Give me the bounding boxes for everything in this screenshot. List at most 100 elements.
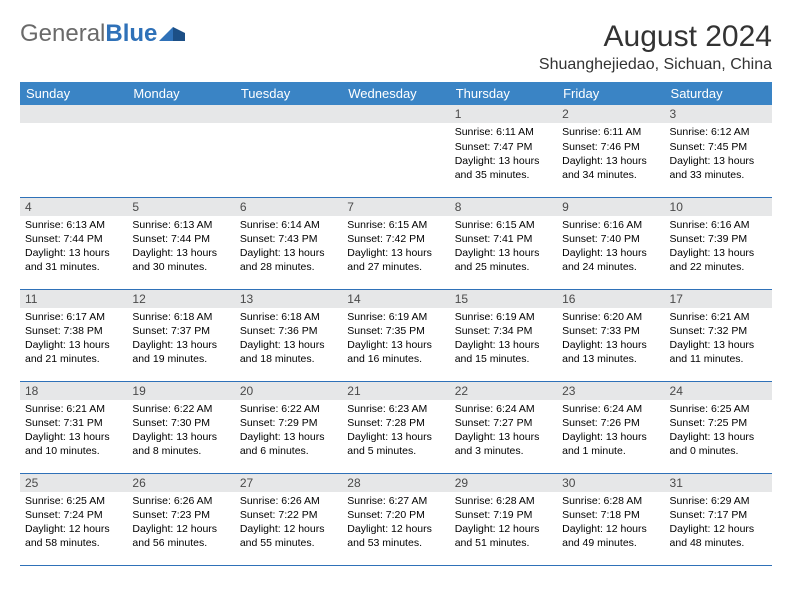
calendar-cell: 2Sunrise: 6:11 AMSunset: 7:46 PMDaylight… (557, 105, 664, 197)
calendar-cell: 19Sunrise: 6:22 AMSunset: 7:30 PMDayligh… (127, 381, 234, 473)
day-number (20, 105, 127, 123)
day-info: Sunrise: 6:18 AMSunset: 7:36 PMDaylight:… (235, 308, 342, 371)
day-info: Sunrise: 6:14 AMSunset: 7:43 PMDaylight:… (235, 216, 342, 279)
calendar-cell: 27Sunrise: 6:26 AMSunset: 7:22 PMDayligh… (235, 473, 342, 565)
calendar-cell: 14Sunrise: 6:19 AMSunset: 7:35 PMDayligh… (342, 289, 449, 381)
calendar-cell: 12Sunrise: 6:18 AMSunset: 7:37 PMDayligh… (127, 289, 234, 381)
day-number: 14 (342, 290, 449, 308)
day-number: 6 (235, 198, 342, 216)
day-info: Sunrise: 6:13 AMSunset: 7:44 PMDaylight:… (20, 216, 127, 279)
day-info: Sunrise: 6:18 AMSunset: 7:37 PMDaylight:… (127, 308, 234, 371)
calendar-cell: 10Sunrise: 6:16 AMSunset: 7:39 PMDayligh… (665, 197, 772, 289)
calendar-cell-empty (20, 105, 127, 197)
calendar-cell: 5Sunrise: 6:13 AMSunset: 7:44 PMDaylight… (127, 197, 234, 289)
calendar-cell: 13Sunrise: 6:18 AMSunset: 7:36 PMDayligh… (235, 289, 342, 381)
day-number: 21 (342, 382, 449, 400)
weekday-header: Wednesday (342, 82, 449, 105)
day-info: Sunrise: 6:19 AMSunset: 7:34 PMDaylight:… (450, 308, 557, 371)
calendar-cell: 1Sunrise: 6:11 AMSunset: 7:47 PMDaylight… (450, 105, 557, 197)
month-title: August 2024 (539, 20, 772, 54)
day-info: Sunrise: 6:23 AMSunset: 7:28 PMDaylight:… (342, 400, 449, 463)
day-info: Sunrise: 6:15 AMSunset: 7:42 PMDaylight:… (342, 216, 449, 279)
calendar-cell: 31Sunrise: 6:29 AMSunset: 7:17 PMDayligh… (665, 473, 772, 565)
day-info: Sunrise: 6:15 AMSunset: 7:41 PMDaylight:… (450, 216, 557, 279)
day-info: Sunrise: 6:11 AMSunset: 7:47 PMDaylight:… (450, 123, 557, 186)
day-number: 12 (127, 290, 234, 308)
day-info: Sunrise: 6:22 AMSunset: 7:30 PMDaylight:… (127, 400, 234, 463)
day-number: 8 (450, 198, 557, 216)
calendar-head: SundayMondayTuesdayWednesdayThursdayFrid… (20, 82, 772, 105)
calendar-cell: 4Sunrise: 6:13 AMSunset: 7:44 PMDaylight… (20, 197, 127, 289)
calendar-cell: 9Sunrise: 6:16 AMSunset: 7:40 PMDaylight… (557, 197, 664, 289)
day-info: Sunrise: 6:24 AMSunset: 7:26 PMDaylight:… (557, 400, 664, 463)
day-number: 28 (342, 474, 449, 492)
calendar-cell: 29Sunrise: 6:28 AMSunset: 7:19 PMDayligh… (450, 473, 557, 565)
calendar-cell: 6Sunrise: 6:14 AMSunset: 7:43 PMDaylight… (235, 197, 342, 289)
calendar-table: SundayMondayTuesdayWednesdayThursdayFrid… (20, 82, 772, 566)
day-number (235, 105, 342, 123)
logo-text-1: General (20, 20, 105, 48)
calendar-cell: 24Sunrise: 6:25 AMSunset: 7:25 PMDayligh… (665, 381, 772, 473)
day-number: 2 (557, 105, 664, 123)
calendar-row: 25Sunrise: 6:25 AMSunset: 7:24 PMDayligh… (20, 473, 772, 565)
calendar-cell-empty (342, 105, 449, 197)
calendar-cell: 16Sunrise: 6:20 AMSunset: 7:33 PMDayligh… (557, 289, 664, 381)
calendar-cell: 17Sunrise: 6:21 AMSunset: 7:32 PMDayligh… (665, 289, 772, 381)
day-number: 31 (665, 474, 772, 492)
logo: GeneralBlue (20, 20, 185, 48)
calendar-cell: 26Sunrise: 6:26 AMSunset: 7:23 PMDayligh… (127, 473, 234, 565)
day-number: 30 (557, 474, 664, 492)
day-number: 15 (450, 290, 557, 308)
day-info: Sunrise: 6:13 AMSunset: 7:44 PMDaylight:… (127, 216, 234, 279)
day-number: 18 (20, 382, 127, 400)
day-info: Sunrise: 6:12 AMSunset: 7:45 PMDaylight:… (665, 123, 772, 186)
day-info: Sunrise: 6:26 AMSunset: 7:22 PMDaylight:… (235, 492, 342, 555)
day-number: 24 (665, 382, 772, 400)
calendar-cell: 30Sunrise: 6:28 AMSunset: 7:18 PMDayligh… (557, 473, 664, 565)
day-number: 16 (557, 290, 664, 308)
day-info: Sunrise: 6:11 AMSunset: 7:46 PMDaylight:… (557, 123, 664, 186)
day-info: Sunrise: 6:21 AMSunset: 7:31 PMDaylight:… (20, 400, 127, 463)
day-number: 27 (235, 474, 342, 492)
day-number (127, 105, 234, 123)
logo-icon (159, 20, 185, 48)
day-number: 26 (127, 474, 234, 492)
day-number: 25 (20, 474, 127, 492)
weekday-header: Saturday (665, 82, 772, 105)
day-number: 17 (665, 290, 772, 308)
day-number: 22 (450, 382, 557, 400)
day-number: 7 (342, 198, 449, 216)
calendar-cell: 18Sunrise: 6:21 AMSunset: 7:31 PMDayligh… (20, 381, 127, 473)
day-info: Sunrise: 6:25 AMSunset: 7:25 PMDaylight:… (665, 400, 772, 463)
day-number: 23 (557, 382, 664, 400)
day-info: Sunrise: 6:19 AMSunset: 7:35 PMDaylight:… (342, 308, 449, 371)
calendar-cell: 22Sunrise: 6:24 AMSunset: 7:27 PMDayligh… (450, 381, 557, 473)
header: GeneralBlue August 2024 Shuanghejiedao, … (20, 20, 772, 74)
calendar-cell-empty (127, 105, 234, 197)
day-number: 5 (127, 198, 234, 216)
day-number: 4 (20, 198, 127, 216)
day-number: 13 (235, 290, 342, 308)
day-info: Sunrise: 6:25 AMSunset: 7:24 PMDaylight:… (20, 492, 127, 555)
day-info: Sunrise: 6:22 AMSunset: 7:29 PMDaylight:… (235, 400, 342, 463)
day-info: Sunrise: 6:24 AMSunset: 7:27 PMDaylight:… (450, 400, 557, 463)
calendar-body: 1Sunrise: 6:11 AMSunset: 7:47 PMDaylight… (20, 105, 772, 565)
calendar-cell: 21Sunrise: 6:23 AMSunset: 7:28 PMDayligh… (342, 381, 449, 473)
day-number: 11 (20, 290, 127, 308)
day-info: Sunrise: 6:16 AMSunset: 7:40 PMDaylight:… (557, 216, 664, 279)
day-info: Sunrise: 6:16 AMSunset: 7:39 PMDaylight:… (665, 216, 772, 279)
day-info: Sunrise: 6:21 AMSunset: 7:32 PMDaylight:… (665, 308, 772, 371)
calendar-cell-empty (235, 105, 342, 197)
calendar-cell: 7Sunrise: 6:15 AMSunset: 7:42 PMDaylight… (342, 197, 449, 289)
calendar-cell: 23Sunrise: 6:24 AMSunset: 7:26 PMDayligh… (557, 381, 664, 473)
day-number: 9 (557, 198, 664, 216)
day-info: Sunrise: 6:27 AMSunset: 7:20 PMDaylight:… (342, 492, 449, 555)
calendar-cell: 3Sunrise: 6:12 AMSunset: 7:45 PMDaylight… (665, 105, 772, 197)
day-number: 20 (235, 382, 342, 400)
logo-text-2: Blue (105, 20, 157, 48)
day-number: 29 (450, 474, 557, 492)
calendar-row: 11Sunrise: 6:17 AMSunset: 7:38 PMDayligh… (20, 289, 772, 381)
title-block: August 2024 Shuanghejiedao, Sichuan, Chi… (539, 20, 772, 74)
weekday-header: Thursday (450, 82, 557, 105)
day-number: 10 (665, 198, 772, 216)
